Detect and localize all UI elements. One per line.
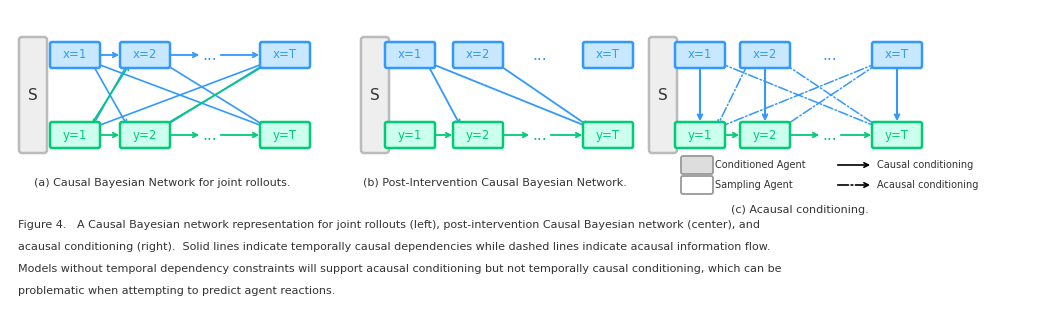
- FancyBboxPatch shape: [675, 42, 725, 68]
- Text: x=2: x=2: [466, 48, 490, 62]
- Text: ...: ...: [533, 48, 548, 63]
- Text: Models without temporal dependency constraints will support acausal conditioning: Models without temporal dependency const…: [18, 264, 782, 274]
- FancyBboxPatch shape: [872, 122, 922, 148]
- FancyBboxPatch shape: [260, 122, 311, 148]
- Text: x=2: x=2: [753, 48, 777, 62]
- FancyBboxPatch shape: [361, 37, 389, 153]
- FancyBboxPatch shape: [385, 122, 435, 148]
- Text: ...: ...: [822, 128, 837, 143]
- FancyBboxPatch shape: [740, 122, 790, 148]
- FancyBboxPatch shape: [649, 37, 677, 153]
- Text: Causal conditioning: Causal conditioning: [877, 160, 973, 170]
- Text: y=1: y=1: [63, 129, 87, 142]
- Text: S: S: [658, 87, 668, 102]
- FancyBboxPatch shape: [453, 42, 504, 68]
- Text: x=T: x=T: [273, 48, 297, 62]
- FancyBboxPatch shape: [260, 42, 311, 68]
- Text: Figure 4.   A Causal Bayesian network representation for joint rollouts (left), : Figure 4. A Causal Bayesian network repr…: [18, 220, 759, 230]
- Text: x=T: x=T: [596, 48, 620, 62]
- Text: y=2: y=2: [466, 129, 490, 142]
- Text: y=T: y=T: [596, 129, 620, 142]
- Text: y=T: y=T: [273, 129, 297, 142]
- Text: x=1: x=1: [63, 48, 87, 62]
- FancyBboxPatch shape: [120, 42, 170, 68]
- Text: x=1: x=1: [398, 48, 422, 62]
- Text: (a) Causal Bayesian Network for joint rollouts.: (a) Causal Bayesian Network for joint ro…: [35, 178, 291, 188]
- FancyBboxPatch shape: [50, 42, 100, 68]
- Text: ...: ...: [533, 128, 548, 143]
- FancyBboxPatch shape: [872, 42, 922, 68]
- Text: ...: ...: [202, 128, 217, 143]
- FancyBboxPatch shape: [453, 122, 504, 148]
- Text: Acausal conditioning: Acausal conditioning: [877, 180, 979, 190]
- FancyBboxPatch shape: [740, 42, 790, 68]
- FancyBboxPatch shape: [120, 122, 170, 148]
- Text: y=1: y=1: [398, 129, 422, 142]
- FancyBboxPatch shape: [50, 122, 100, 148]
- Text: Sampling Agent: Sampling Agent: [715, 180, 793, 190]
- FancyBboxPatch shape: [583, 122, 633, 148]
- FancyBboxPatch shape: [583, 42, 633, 68]
- FancyBboxPatch shape: [681, 156, 713, 174]
- Text: x=1: x=1: [688, 48, 712, 62]
- Text: x=2: x=2: [133, 48, 157, 62]
- FancyBboxPatch shape: [681, 176, 713, 194]
- FancyBboxPatch shape: [675, 122, 725, 148]
- Text: (b) Post-Intervention Causal Bayesian Network.: (b) Post-Intervention Causal Bayesian Ne…: [363, 178, 627, 188]
- Text: Conditioned Agent: Conditioned Agent: [715, 160, 806, 170]
- Text: S: S: [370, 87, 380, 102]
- Text: y=1: y=1: [688, 129, 712, 142]
- FancyBboxPatch shape: [19, 37, 47, 153]
- FancyBboxPatch shape: [385, 42, 435, 68]
- Text: acausal conditioning (right).  Solid lines indicate temporally causal dependenci: acausal conditioning (right). Solid line…: [18, 242, 771, 252]
- Text: y=2: y=2: [133, 129, 157, 142]
- Text: y=T: y=T: [885, 129, 909, 142]
- Text: ...: ...: [202, 48, 217, 63]
- Text: S: S: [28, 87, 38, 102]
- Text: x=T: x=T: [885, 48, 909, 62]
- Text: problematic when attempting to predict agent reactions.: problematic when attempting to predict a…: [18, 286, 336, 296]
- Text: ...: ...: [822, 48, 837, 63]
- Text: (c) Acausal conditioning.: (c) Acausal conditioning.: [731, 205, 869, 215]
- Text: y=2: y=2: [753, 129, 777, 142]
